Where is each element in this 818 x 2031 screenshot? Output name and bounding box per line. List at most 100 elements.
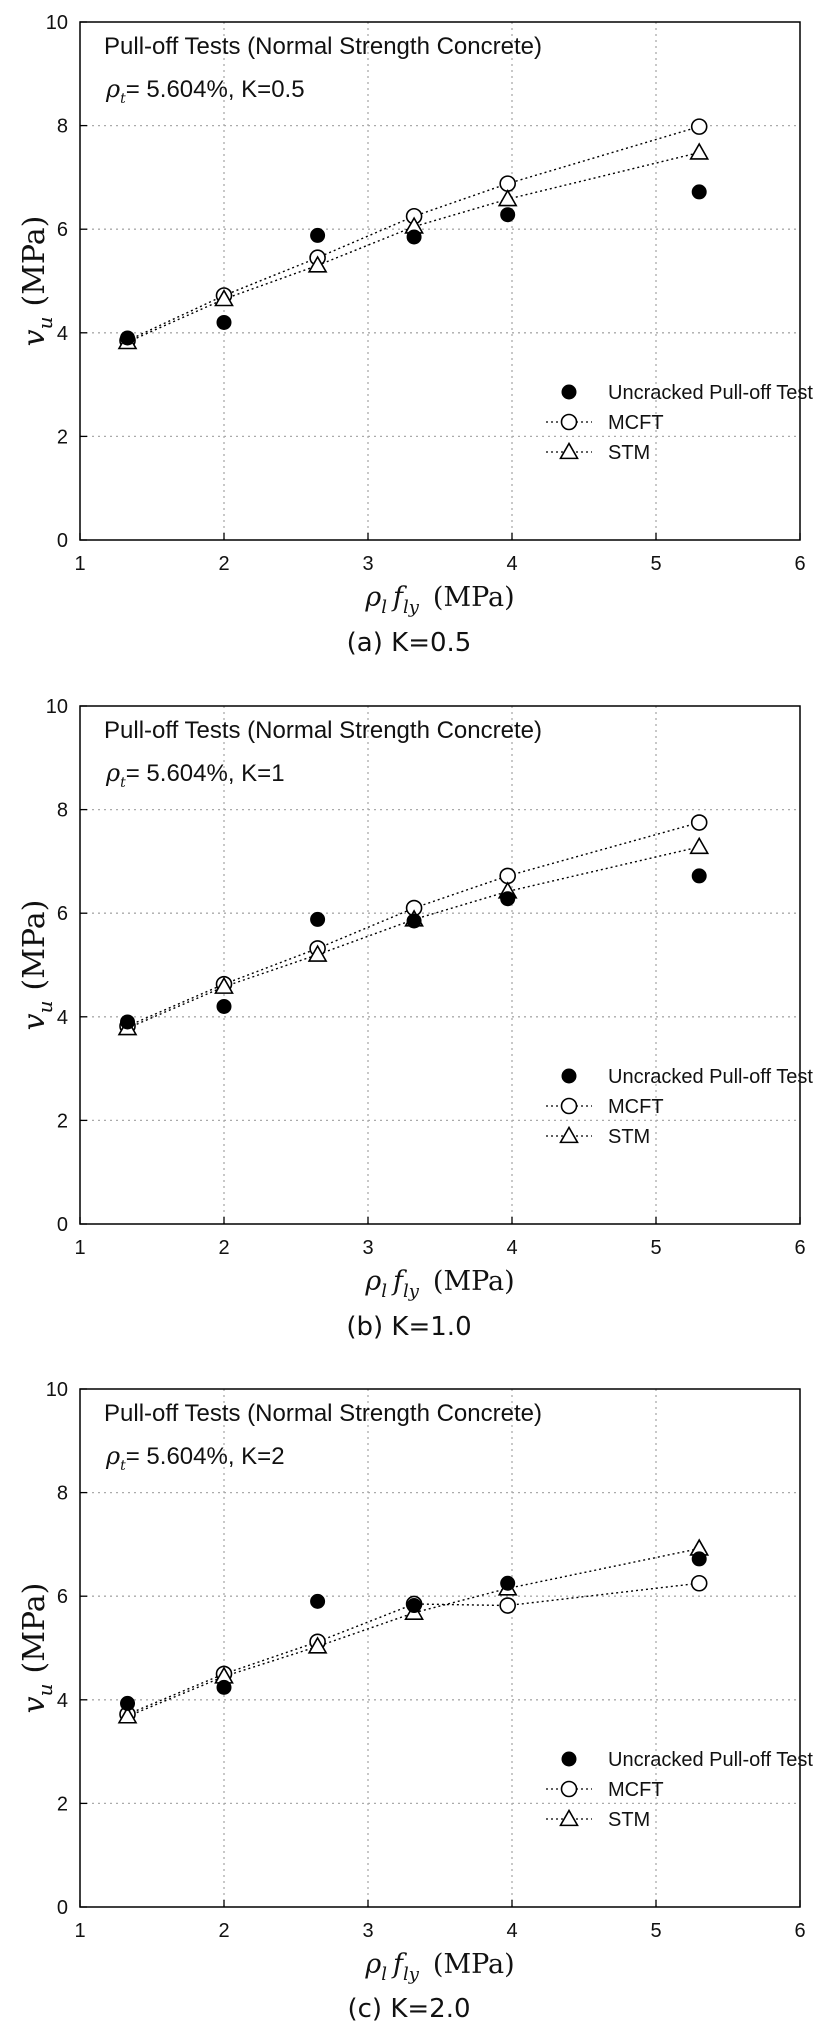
x-tick-label: 4 [506,553,517,575]
data-point-uncracked-pull-off-test [120,1695,136,1711]
axes: 1 2 3 4 5 6 0 2 4 6 8 10 [46,12,806,575]
legend-label: STM [608,442,650,464]
legend-label: STM [608,1809,650,1831]
series-uncracked-pull-off-test [120,1551,707,1711]
legend-item-stm: STM [546,1125,650,1148]
chart-b: 1 2 3 4 5 6 0 2 4 6 8 10 ρl fly (MPa) vu(MPa) Pull-off T… [17,696,813,1302]
data-point-stm [689,142,710,160]
data-point-uncracked-pull-off-test [691,184,707,200]
x-tick-label: 1 [74,553,85,575]
data-point-stm [307,944,328,962]
legend-item-stm: STM [546,441,650,464]
x-tick-label: 3 [362,553,373,575]
legend-marker-stm [559,1125,579,1144]
axes: 1 2 3 4 5 6 0 2 4 6 8 10 [46,696,806,1259]
y-tick-label: 0 [57,1214,68,1236]
legend-marker-stm [559,441,579,460]
data-point-uncracked-pull-off-test [310,911,326,927]
series-line-stm [127,846,700,1029]
chart-panel-b: 1 2 3 4 5 6 0 2 4 6 8 10 ρl fly (MPa) vu(MPa) Pull-off T… [0,684,818,1304]
x-tick-label: 3 [362,1237,373,1259]
plot-frame [79,705,801,1225]
chart-panel-c: 1 2 3 4 5 6 0 2 4 6 8 10 ρl fly (MPa) vu(MPa) Pull-off T… [0,1367,818,1987]
grid [80,22,800,540]
x-tick-label: 1 [74,1920,85,1942]
x-tick-label: 6 [794,553,805,575]
x-tick-label: 1 [74,1237,85,1259]
legend-item-uncracked-pull-off-test: Uncracked Pull-off Test [561,382,813,404]
legend-label: Uncracked Pull-off Test [608,1066,813,1088]
data-point-uncracked-pull-off-test [500,891,516,907]
data-point-mcft [690,814,708,831]
subtitle-symbol: ρ [105,75,120,103]
y-tick-label: 10 [46,12,68,34]
y-tick-label: 4 [57,323,68,345]
y-axis-label: vu(MPa) [17,900,57,1031]
data-point-uncracked-pull-off-test [500,1575,516,1591]
legend-item-mcft: MCFT [546,1096,664,1118]
series-line-stm [127,1547,700,1718]
series-uncracked-pull-off-test [120,184,707,346]
y-tick-label: 0 [57,530,68,552]
legend-label: Uncracked Pull-off Test [608,382,813,404]
legend-marker-uncracked-pull-off-test [561,1751,577,1767]
legend-marker-mcft [560,1097,578,1115]
y-tick-label: 6 [57,219,68,241]
data-point-mcft [690,118,708,135]
y-axis-label: vu(MPa) [17,1583,57,1714]
y-tick-label: 0 [57,1897,68,1919]
data-point-uncracked-pull-off-test [691,868,707,884]
legend-marker-mcft [560,413,578,431]
legend-label: STM [608,1126,650,1148]
legend-marker-uncracked-pull-off-test [561,384,577,400]
y-tick-label: 2 [57,426,68,448]
subtitle-text: = 5.604%, K=1 [126,760,285,787]
legend-item-mcft: MCFT [546,1779,664,1801]
y-tick-label: 8 [57,1483,68,1505]
data-point-stm [307,1636,328,1654]
subtitle-symbol: ρ [105,1442,120,1470]
caption-c: (c) K=2.0 [347,1994,471,2024]
y-tick-label: 10 [46,696,68,718]
chart-subtitle: ρt= 5.604%, K=0.5 [105,75,305,107]
grid [80,1389,800,1907]
chart-title: Pull-off Tests (Normal Strength Concrete… [104,717,542,744]
data-point-uncracked-pull-off-test [216,314,232,330]
series-stm [117,142,710,350]
series-stm [117,836,710,1036]
subtitle-text: = 5.604%, K=2 [126,1443,285,1470]
grid [80,706,800,1224]
legend-item-mcft: MCFT [546,412,664,434]
x-tick-label: 2 [218,553,229,575]
y-tick-label: 4 [57,1007,68,1029]
data-point-stm [214,289,234,307]
legend-marker-mcft [560,1780,578,1798]
legend: Uncracked Pull-off Test MCFT STM [546,1749,813,1831]
x-tick-label: 4 [506,1237,517,1259]
x-tick-label: 5 [650,1920,661,1942]
chart-subtitle: ρt= 5.604%, K=2 [105,1442,285,1474]
data-point-uncracked-pull-off-test [120,330,136,346]
y-tick-label: 2 [57,1793,68,1815]
series-line-stm [127,151,700,343]
data-point-stm [214,976,234,994]
caption-b: (b) K=1.0 [346,1312,472,1342]
axes: 1 2 3 4 5 6 0 2 4 6 8 10 [46,1379,806,1942]
data-point-stm [497,189,518,207]
data-point-stm [689,836,710,855]
data-point-mcft [690,1574,708,1592]
data-point-uncracked-pull-off-test [310,227,326,243]
y-tick-label: 10 [46,1379,68,1401]
caption-a: (a) K=0.5 [346,628,472,658]
chart-c: 1 2 3 4 5 6 0 2 4 6 8 10 ρl fly (MPa) vu(MPa) Pull-off T… [17,1379,813,1985]
series-uncracked-pull-off-test [120,868,707,1030]
data-point-uncracked-pull-off-test [406,1598,422,1614]
data-point-uncracked-pull-off-test [310,1593,326,1609]
legend-label: MCFT [608,1779,664,1801]
data-point-mcft [499,867,516,885]
data-point-uncracked-pull-off-test [216,998,232,1014]
x-tick-label: 3 [362,1920,373,1942]
series-mcft [119,1574,708,1723]
x-tick-label: 4 [506,1920,517,1942]
legend-item-stm: STM [546,1808,650,1831]
